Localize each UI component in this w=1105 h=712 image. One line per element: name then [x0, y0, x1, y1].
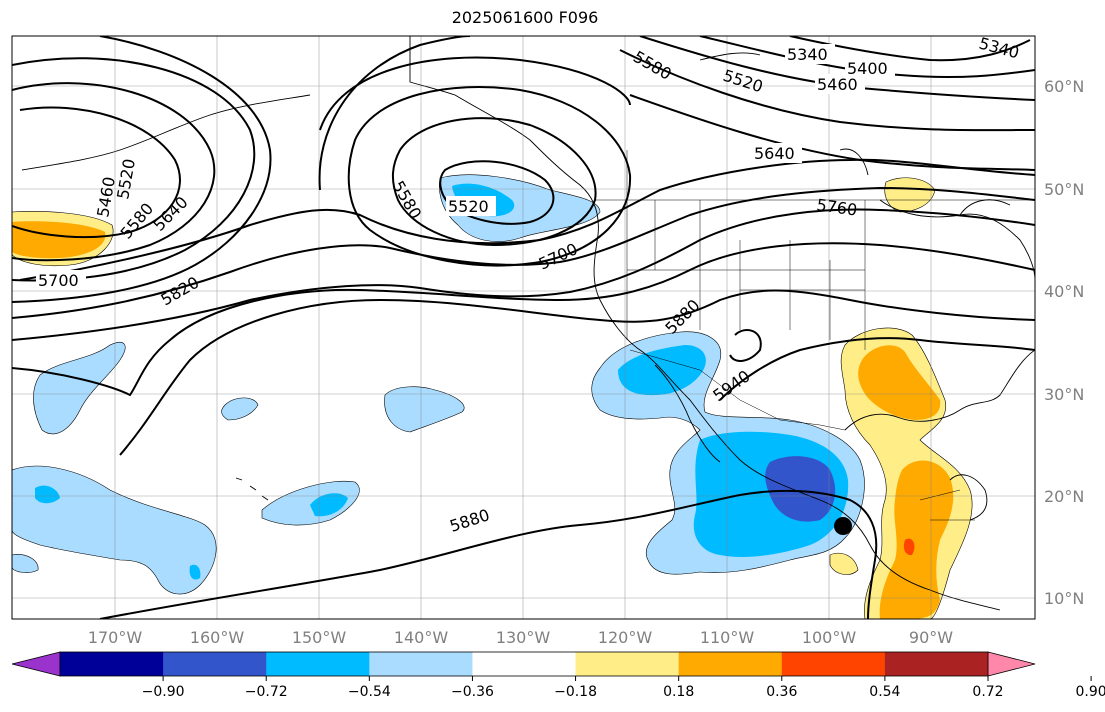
- contour-labels: 5340 5400 5460 5520 5580 5340 5640 5760 …: [36, 34, 1021, 536]
- contour-label: 5580: [630, 47, 675, 84]
- colorbar-segment: [472, 652, 577, 676]
- contour-label: 5340: [977, 34, 1021, 63]
- lon-label: 120°W: [598, 628, 653, 647]
- storm-center-marker: [834, 517, 852, 535]
- contour-5520-low: [439, 160, 555, 225]
- height-contours: [12, 36, 1035, 619]
- lat-label: 60°N: [1044, 77, 1084, 96]
- contour-label: 5640: [754, 144, 795, 163]
- lon-label: 160°W: [190, 628, 245, 647]
- shaded-fields: [12, 174, 973, 619]
- contour-label: 5460: [817, 75, 858, 94]
- colorbar-segment: [163, 652, 267, 676]
- colorbar-segment: [678, 652, 783, 676]
- colorbar-tick-label: 0.90: [1076, 684, 1105, 700]
- plot-title: 2025061600 F096: [451, 8, 599, 27]
- lat-label: 40°N: [1044, 282, 1084, 301]
- colorbar-tick-label: 0.36: [766, 684, 797, 700]
- contour-5640-low: [347, 86, 632, 267]
- colorbar-tick-label: −0.36: [451, 684, 494, 700]
- lon-label: 130°W: [496, 628, 551, 647]
- contour-label: 5340: [787, 45, 828, 64]
- lon-label: 90°W: [909, 628, 953, 647]
- colorbar-tick-label: −0.18: [554, 684, 597, 700]
- colorbar-segment: [575, 652, 680, 676]
- lon-label: 110°W: [700, 628, 755, 647]
- contour-label: 5400: [847, 59, 888, 78]
- lon-label: 140°W: [394, 628, 449, 647]
- lon-label: 170°W: [88, 628, 143, 647]
- contour-label: 5760: [815, 195, 858, 219]
- contour-label: 5520: [113, 157, 139, 200]
- contour-label: 5580: [389, 178, 426, 223]
- lat-label: 20°N: [1044, 487, 1084, 506]
- contour-label: 5940: [709, 366, 753, 405]
- lon-axis-labels: 170°W 160°W 150°W 140°W 130°W 120°W 110°…: [88, 628, 953, 647]
- plot-frame: [11, 35, 1036, 620]
- colorbar-segment: [884, 652, 989, 676]
- lon-label: 100°W: [802, 628, 857, 647]
- colorbar-tick-label: 0.72: [972, 684, 1003, 700]
- lat-axis-labels: 60°N 50°N 40°N 30°N 20°N 10°N: [1044, 77, 1084, 608]
- colorbar-tick-label: 0.54: [869, 684, 900, 700]
- colorbar-extend-low: [11, 651, 61, 677]
- colorbar-tick-label: −0.90: [142, 684, 185, 700]
- contour-label: 5520: [448, 197, 489, 216]
- contour-label: 5880: [447, 505, 492, 536]
- colorbar-segment: [266, 652, 370, 676]
- contour-label: 5700: [38, 271, 79, 290]
- contour-label: 5700: [536, 239, 581, 273]
- lat-label: 30°N: [1044, 385, 1084, 404]
- colorbar-tick-label: 0.18: [663, 684, 694, 700]
- colorbar: −0.90 −0.72 −0.54 −0.36 −0.18 0.18 0.36 0.54 0.7…: [11, 651, 1105, 700]
- contour-5580-low: [392, 117, 597, 247]
- contour-label: 5880: [661, 296, 703, 338]
- colorbar-frame: [59, 651, 989, 677]
- contour-label: 5640: [149, 193, 191, 235]
- colorbar-tick-label: −0.54: [348, 684, 391, 700]
- colorbar-segment: [60, 652, 164, 676]
- colorbar-segment: [781, 652, 886, 676]
- colorbar-extend-high: [987, 651, 1036, 677]
- lon-label: 150°W: [292, 628, 347, 647]
- lat-label: 50°N: [1044, 180, 1084, 199]
- colorbar-segment: [369, 652, 473, 676]
- lat-label: 10°N: [1044, 589, 1084, 608]
- coastlines: [21, 36, 1035, 611]
- colorbar-tick-label: −0.72: [245, 684, 288, 700]
